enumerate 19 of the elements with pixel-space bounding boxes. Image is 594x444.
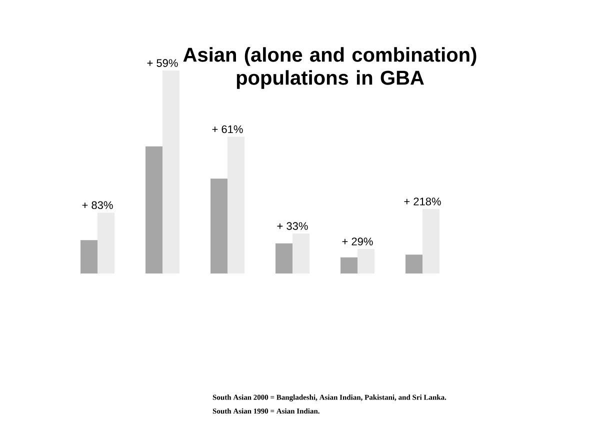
bar <box>422 208 440 274</box>
bar <box>228 136 244 274</box>
annotation: + 33% <box>277 222 308 230</box>
bar <box>405 254 422 274</box>
bar <box>210 178 228 274</box>
bar <box>276 243 292 274</box>
bar <box>162 70 180 274</box>
bar <box>292 233 310 274</box>
bar <box>340 257 358 274</box>
annotation: + 29% <box>342 238 373 246</box>
bar <box>80 240 98 274</box>
annotation: + 61% <box>212 125 243 134</box>
chart-title: Asian (alone and combination) populations in GBA <box>183 47 476 89</box>
annotation: + 83% <box>82 201 113 210</box>
bar <box>358 248 374 274</box>
bar <box>98 212 115 274</box>
annotation: + 218% <box>404 198 441 206</box>
text: + 59% <box>147 59 178 67</box>
bar <box>146 146 163 274</box>
